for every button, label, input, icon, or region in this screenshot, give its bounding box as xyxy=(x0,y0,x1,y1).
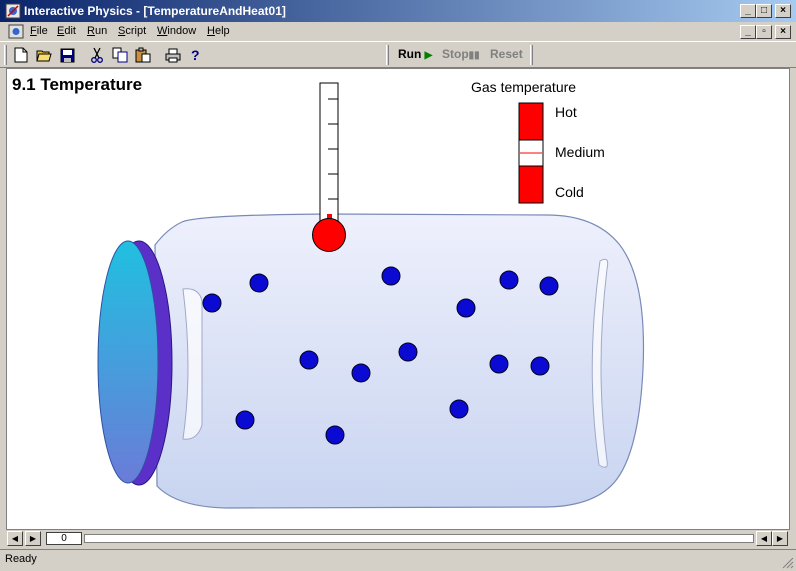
legend-title: Gas temperature xyxy=(471,79,577,95)
menu-script[interactable]: Script xyxy=(118,25,147,37)
molecule[interactable] xyxy=(235,410,255,430)
temperature-legend xyxy=(518,102,544,204)
frame-track[interactable] xyxy=(84,534,754,543)
mdi-close-button[interactable]: × xyxy=(775,25,791,39)
molecule[interactable] xyxy=(398,342,418,362)
menu-run[interactable]: Run xyxy=(87,25,108,37)
toolbar: ? Run ▶ Stop▮▮ Reset xyxy=(0,41,796,68)
document-icon[interactable] xyxy=(8,24,24,39)
toolbar-grip[interactable] xyxy=(4,45,7,65)
molecule[interactable] xyxy=(381,266,401,286)
legend-swatch-cold xyxy=(518,165,544,204)
molecule[interactable] xyxy=(449,399,469,419)
cut-icon[interactable] xyxy=(86,45,108,65)
thermometer xyxy=(312,82,346,252)
molecule[interactable] xyxy=(539,276,559,296)
menu-edit[interactable]: Edit xyxy=(57,25,76,37)
jar-highlight-left xyxy=(182,288,203,440)
molecule[interactable] xyxy=(351,363,371,383)
frame-scrollbar[interactable]: ◀ ▶ 0 ◀ ▶ xyxy=(6,530,790,547)
menu-help[interactable]: Help xyxy=(207,25,230,37)
run-button[interactable]: Run ▶ xyxy=(398,47,433,61)
toolbar-separator-2 xyxy=(530,45,533,65)
close-button[interactable]: × xyxy=(775,4,791,18)
title-bar[interactable]: Interactive Physics - [TemperatureAndHea… xyxy=(0,0,796,22)
menu-bar: File Edit Run Script Window Help _ ▫ × xyxy=(0,22,796,41)
molecule[interactable] xyxy=(325,425,345,445)
paste-icon[interactable] xyxy=(132,45,154,65)
stop-button[interactable]: Stop▮▮ xyxy=(442,47,480,61)
molecule[interactable] xyxy=(456,298,476,318)
toolbar-separator xyxy=(386,45,389,65)
mdi-minimize-button[interactable]: _ xyxy=(740,25,756,39)
jar-lid xyxy=(97,240,159,484)
scroll-start-button[interactable]: ◀ xyxy=(7,531,23,546)
scroll-left-button[interactable]: ▶ xyxy=(25,531,41,546)
minimize-button[interactable]: _ xyxy=(740,4,756,18)
app-icon xyxy=(5,3,21,19)
legend-swatch-hot xyxy=(518,102,544,141)
jar xyxy=(154,213,645,509)
scroll-end-button[interactable]: ▶ xyxy=(772,531,788,546)
molecule[interactable] xyxy=(249,273,269,293)
scroll-right-button[interactable]: ◀ xyxy=(756,531,772,546)
status-bar: Ready xyxy=(0,549,796,571)
pause-icon: ▮▮ xyxy=(468,50,480,61)
molecule[interactable] xyxy=(489,354,509,374)
print-icon[interactable] xyxy=(162,45,184,65)
mdi-restore-button[interactable]: ▫ xyxy=(756,25,772,39)
frame-counter[interactable]: 0 xyxy=(46,532,82,545)
menu-window[interactable]: Window xyxy=(157,25,197,37)
legend-label-cold: Cold xyxy=(555,184,584,200)
svg-text:?: ? xyxy=(191,47,200,63)
save-icon[interactable] xyxy=(56,45,78,65)
molecule[interactable] xyxy=(530,356,550,376)
legend-label-medium: Medium xyxy=(555,144,605,160)
scene xyxy=(97,82,645,509)
jar-highlight-right xyxy=(591,258,609,468)
molecule[interactable] xyxy=(499,270,519,290)
window-title: Interactive Physics - [TemperatureAndHea… xyxy=(24,4,286,18)
new-icon[interactable] xyxy=(10,45,32,65)
help-icon[interactable]: ? xyxy=(184,45,206,65)
maximize-button[interactable]: □ xyxy=(756,4,772,18)
molecule[interactable] xyxy=(202,293,222,313)
play-icon: ▶ xyxy=(424,50,433,61)
page-title: 9.1 Temperature xyxy=(12,75,143,94)
resize-grip-icon[interactable] xyxy=(782,557,794,569)
legend-label-hot: Hot xyxy=(555,104,577,120)
molecule[interactable] xyxy=(299,350,319,370)
reset-button[interactable]: Reset xyxy=(490,47,523,61)
simulation-canvas[interactable]: 9.1 Temperature Gas temperature Hot Medi… xyxy=(6,68,790,530)
menu-file[interactable]: File xyxy=(30,25,48,37)
status-text: Ready xyxy=(5,553,37,565)
copy-icon[interactable] xyxy=(109,45,131,65)
gas-molecules xyxy=(202,266,559,445)
open-icon[interactable] xyxy=(33,45,55,65)
thermometer-bulb xyxy=(312,218,346,252)
